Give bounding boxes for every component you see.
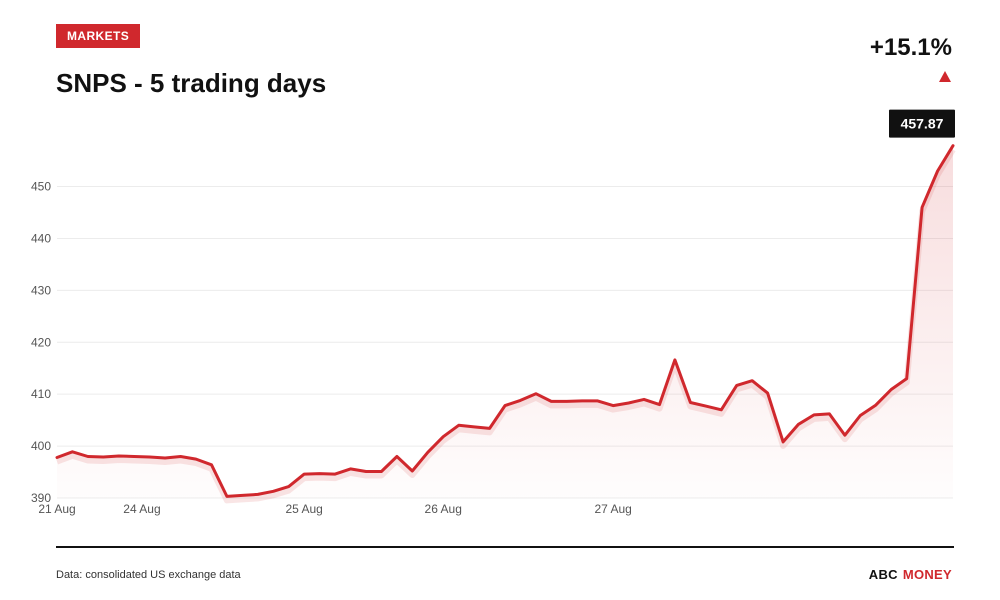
section-badge: MARKETS bbox=[56, 24, 141, 48]
x-tick-label: 27 Aug bbox=[594, 502, 631, 516]
y-axis-ticks: 390 400 410 420 430 440 450 bbox=[31, 180, 51, 505]
y-tick-label: 420 bbox=[31, 335, 51, 349]
brand-part-abc: ABC bbox=[868, 567, 898, 582]
y-tick-label: 390 bbox=[31, 491, 51, 505]
percent-change: +15.1% bbox=[869, 34, 952, 61]
data-source: Data: consolidated US exchange data bbox=[56, 569, 241, 581]
line-chart: 390 400 410 420 430 440 450 21 Aug 24 Aug 25 Aug… bbox=[31, 109, 956, 516]
x-axis-ticks: 21 Aug 24 Aug 25 Aug 26 Aug 27 Aug bbox=[38, 502, 632, 516]
footer-divider bbox=[56, 546, 954, 548]
y-tick-label: 430 bbox=[31, 283, 51, 297]
brand-part-money: MONEY bbox=[902, 567, 952, 582]
price-area bbox=[57, 145, 953, 498]
price-line bbox=[55, 144, 955, 498]
x-tick-label: 25 Aug bbox=[285, 502, 322, 516]
x-tick-label: 21 Aug bbox=[38, 502, 75, 516]
page-title: SNPS - 5 trading days bbox=[56, 68, 327, 98]
x-tick-label: 24 Aug bbox=[123, 502, 160, 516]
y-tick-label: 440 bbox=[31, 231, 51, 245]
brand-logo: ABC MONEY bbox=[869, 567, 952, 582]
y-tick-label: 450 bbox=[31, 180, 51, 194]
last-value-label: 457.87 bbox=[901, 116, 944, 132]
last-value-callout: 457.87 bbox=[889, 109, 955, 138]
x-tick-label: 26 Aug bbox=[425, 502, 462, 516]
y-tick-label: 410 bbox=[31, 387, 51, 401]
price-line-shadow bbox=[55, 148, 956, 504]
last-value-bg bbox=[889, 109, 955, 138]
y-tick-label: 400 bbox=[31, 439, 51, 453]
up-arrow-icon bbox=[939, 71, 951, 82]
